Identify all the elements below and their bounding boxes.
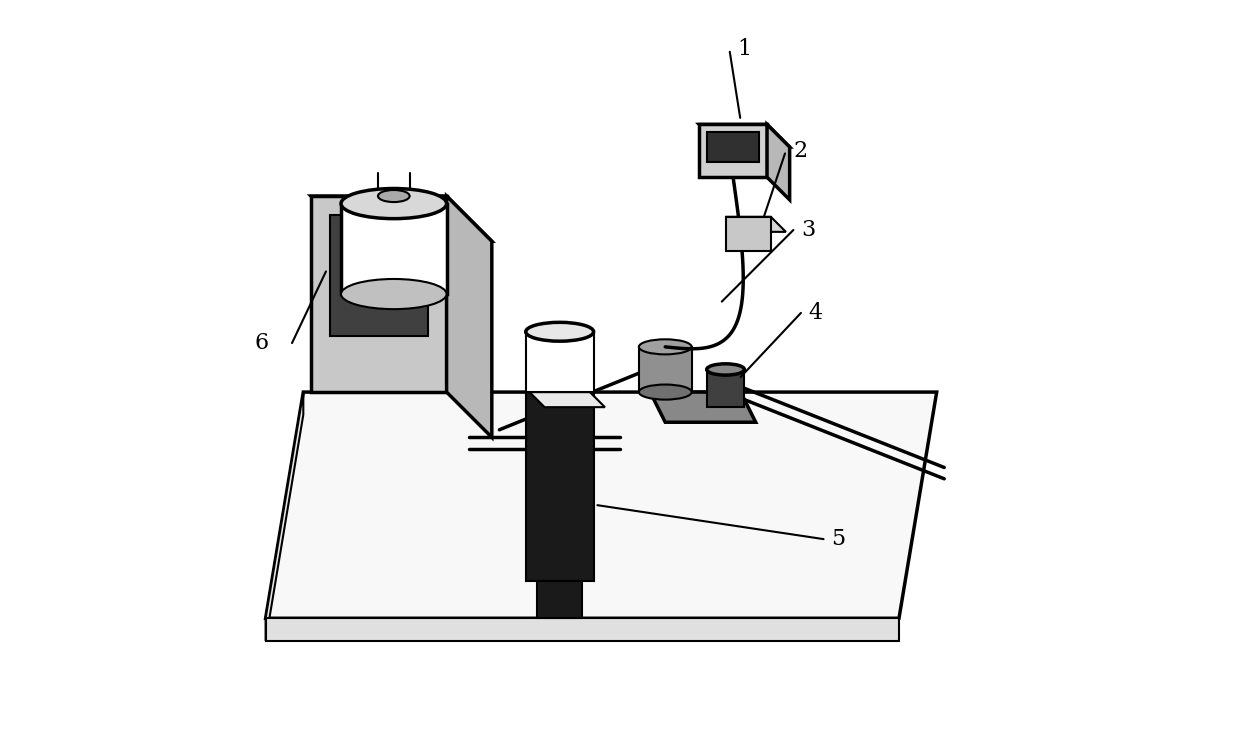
Text: 1: 1 [737,38,751,60]
Polygon shape [265,618,899,641]
Polygon shape [768,124,790,200]
Polygon shape [699,124,768,177]
Ellipse shape [639,339,692,354]
Polygon shape [330,215,428,336]
Polygon shape [526,392,594,581]
Text: 6: 6 [254,332,268,354]
Polygon shape [707,369,744,407]
Text: 5: 5 [831,528,846,550]
Text: 2: 2 [794,139,807,162]
Ellipse shape [341,279,446,309]
Polygon shape [341,204,446,294]
Polygon shape [725,217,771,251]
Polygon shape [650,392,755,422]
Polygon shape [699,124,790,147]
Polygon shape [311,196,492,241]
Polygon shape [725,217,786,232]
Text: 4: 4 [808,302,822,324]
Polygon shape [529,362,590,392]
Ellipse shape [707,364,744,375]
Polygon shape [446,196,492,437]
Ellipse shape [639,385,692,400]
Polygon shape [639,347,692,392]
Polygon shape [707,132,759,162]
Polygon shape [526,332,594,392]
Ellipse shape [341,188,446,219]
Ellipse shape [378,190,409,202]
Polygon shape [537,581,583,618]
Polygon shape [265,392,304,641]
Polygon shape [311,196,446,392]
Polygon shape [265,392,936,618]
Ellipse shape [526,322,594,341]
Text: 3: 3 [801,219,815,241]
Polygon shape [529,392,605,407]
